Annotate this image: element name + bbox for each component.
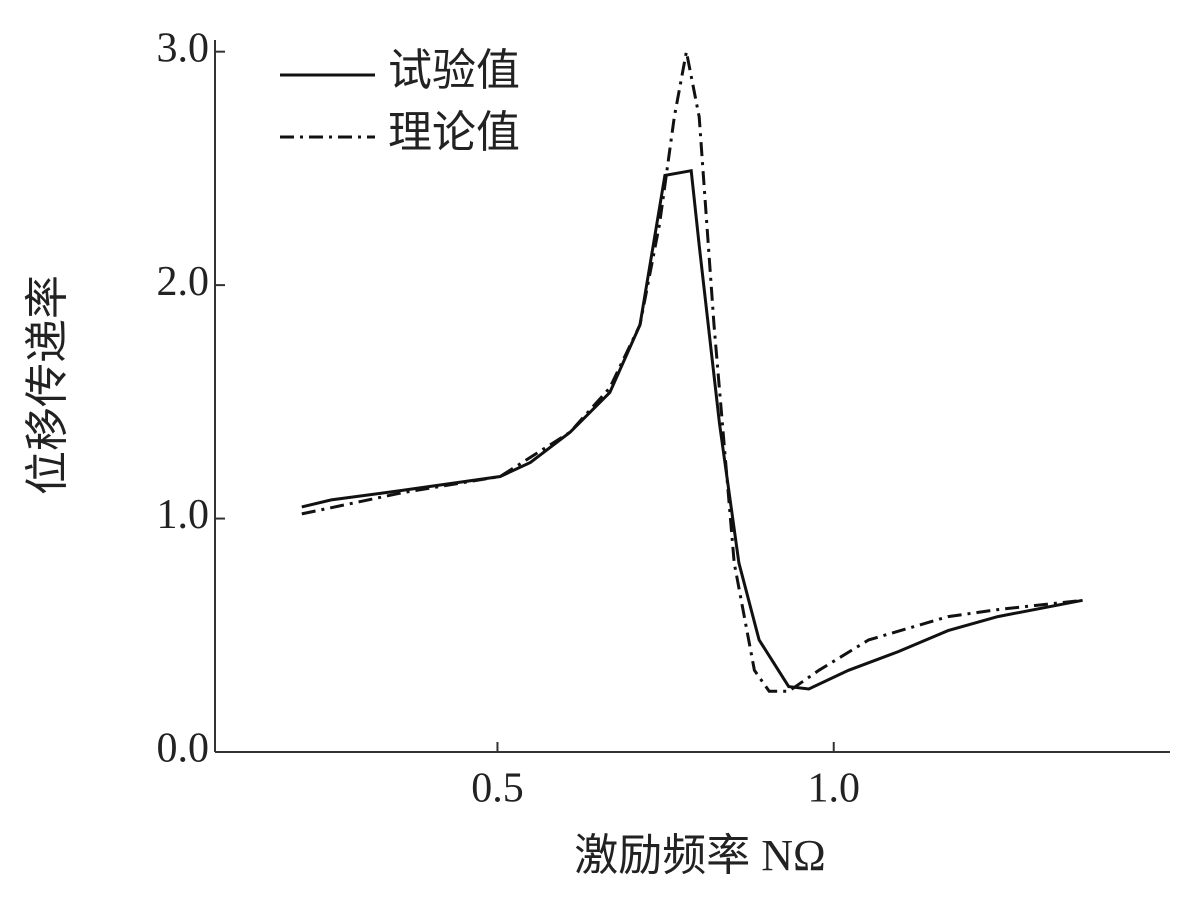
- x-tick-label: 0.5: [471, 766, 524, 812]
- x-axis-label: 激励频率 NΩ: [574, 831, 825, 880]
- y-tick-label: 1.0: [157, 492, 210, 538]
- y-tick-label: 2.0: [157, 259, 210, 305]
- data-line: [301, 168, 1083, 691]
- x-tick-label: 1.0: [807, 766, 860, 812]
- data-line: [301, 51, 1083, 693]
- y-tick-label: 3.0: [157, 25, 210, 71]
- legend-label: 理论值: [388, 108, 520, 157]
- y-axis-label: 位移传递率: [23, 275, 72, 495]
- y-tick-label: 0.0: [157, 726, 210, 772]
- legend-label: 试验值: [388, 46, 520, 95]
